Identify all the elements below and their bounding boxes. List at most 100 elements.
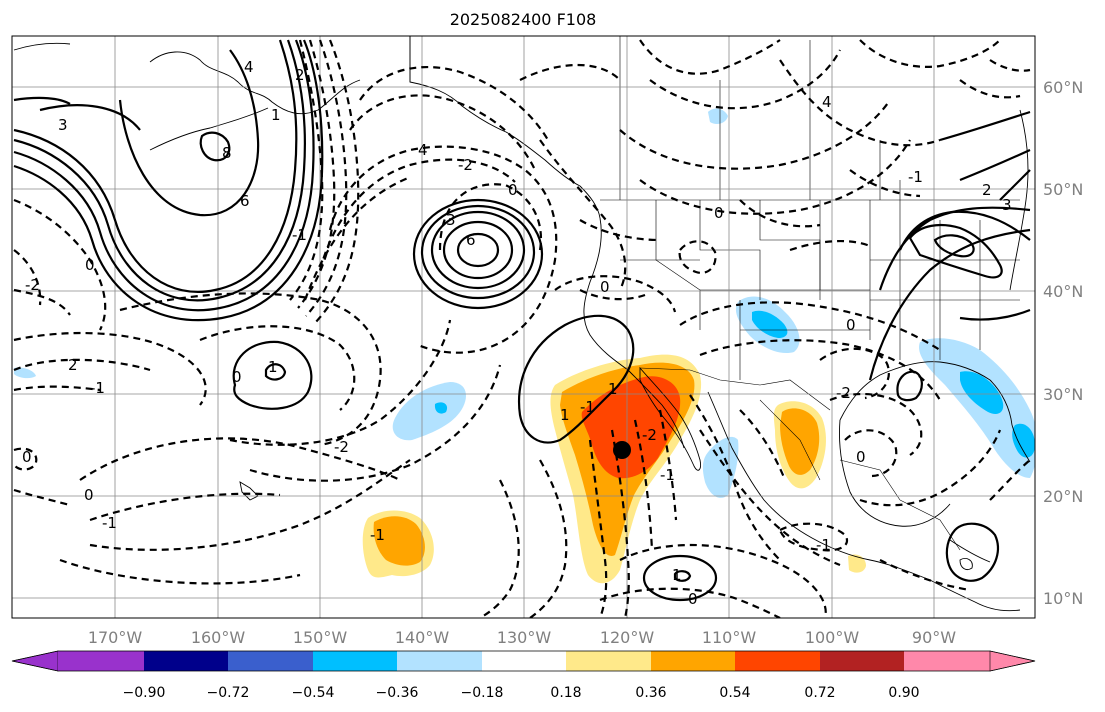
positive-contours bbox=[13, 39, 1031, 602]
colorbar-tick-label: −0.36 bbox=[376, 685, 419, 701]
contour-label: 2 bbox=[295, 66, 305, 84]
latitude-label: 50°N bbox=[1043, 180, 1083, 199]
contour-label: 3 bbox=[58, 116, 68, 134]
contour-label: -1 bbox=[370, 526, 385, 544]
positive-anomaly-inner bbox=[581, 376, 681, 479]
colorbar-segment bbox=[144, 651, 228, 671]
contour-label: 3 bbox=[446, 211, 456, 229]
contour-label: -1 bbox=[90, 379, 105, 397]
contour-label: 2 bbox=[68, 356, 78, 374]
contour-label: 4 bbox=[244, 58, 254, 76]
contour-label: -2 bbox=[25, 276, 40, 294]
contour-label: 1 bbox=[608, 380, 618, 398]
contour-label: -1 bbox=[660, 466, 675, 484]
negative-anomaly-alaska bbox=[708, 108, 728, 124]
colorbar-outline bbox=[11, 650, 1036, 672]
contour-label: 1 bbox=[268, 358, 278, 376]
latitude-axis: 60°N 50°N 40°N 30°N 20°N 10°N bbox=[1043, 78, 1083, 608]
colorbar-tick-label: 0.72 bbox=[804, 685, 835, 701]
contour-label: 1 bbox=[271, 106, 281, 124]
longitude-label: 120°W bbox=[600, 628, 655, 647]
colorbar-tick-label: −0.18 bbox=[461, 685, 504, 701]
latitude-label: 60°N bbox=[1043, 78, 1083, 97]
colorbar: −0.90 −0.72 −0.54 −0.36 −0.18 0.18 0.36 … bbox=[11, 650, 1036, 701]
contour-label: -1 bbox=[908, 168, 923, 186]
contour-label: 4 bbox=[418, 141, 428, 159]
negative-anomaly-florida bbox=[1012, 423, 1035, 458]
contour-label: 1 bbox=[672, 566, 682, 584]
colorbar-segment bbox=[989, 650, 1036, 672]
longitude-label: 90°W bbox=[912, 628, 956, 647]
colorbar-segment bbox=[820, 651, 904, 671]
colorbar-tick-label: −0.54 bbox=[292, 685, 335, 701]
contour-label: 2 bbox=[982, 181, 992, 199]
colorbar-tick-label: −0.72 bbox=[207, 685, 250, 701]
storm-center-marker bbox=[613, 441, 631, 459]
colorbar-segment bbox=[58, 651, 144, 671]
longitude-axis: 170°W 160°W 150°W 140°W 130°W 120°W 110°… bbox=[88, 628, 956, 647]
contour-label: 0 bbox=[22, 448, 32, 466]
contour-label: -2 bbox=[458, 156, 473, 174]
contour-label: 0 bbox=[600, 278, 610, 296]
colorbar-tick-label: 0.54 bbox=[719, 685, 750, 701]
contour-label: 0 bbox=[508, 181, 518, 199]
contour-label: 3 bbox=[1002, 196, 1012, 214]
negative-anomaly-gulf-coast bbox=[919, 338, 1035, 478]
contour-label: 8 bbox=[222, 144, 232, 162]
positive-anomaly-southwest-inner bbox=[373, 516, 425, 566]
latitude-label: 40°N bbox=[1043, 282, 1083, 301]
contour-label: 0 bbox=[714, 204, 724, 222]
contour-label: 0 bbox=[856, 448, 866, 466]
longitude-label: 160°W bbox=[191, 628, 246, 647]
colorbar-segment bbox=[11, 650, 59, 672]
colorbar-segment bbox=[482, 651, 566, 671]
negative-anomaly-gulf-coast-inner bbox=[960, 371, 1004, 415]
longitude-label: 140°W bbox=[395, 628, 450, 647]
contour-label: -1 bbox=[580, 398, 595, 416]
colorbar-tick-label: 0.90 bbox=[888, 685, 919, 701]
contour-label: 0 bbox=[688, 590, 698, 608]
colorbar-tick-label: 0.18 bbox=[550, 685, 581, 701]
negative-anomaly-arizona-inner bbox=[752, 310, 788, 338]
longitude-label: 130°W bbox=[497, 628, 552, 647]
contour-label: 0 bbox=[846, 316, 856, 334]
contour-label: 1 bbox=[560, 406, 570, 424]
colorbar-segment bbox=[566, 651, 651, 671]
contour-label: -1 bbox=[816, 536, 831, 554]
longitude-label: 170°W bbox=[88, 628, 143, 647]
map-title: 2025082400 F108 bbox=[450, 10, 597, 29]
colorbar-segment bbox=[313, 651, 397, 671]
colorbar-segment bbox=[651, 651, 735, 671]
negative-anomaly-pacific-inner bbox=[434, 402, 448, 414]
map-frame bbox=[11, 35, 1036, 619]
latitude-label: 10°N bbox=[1043, 589, 1083, 608]
latitude-label: 20°N bbox=[1043, 487, 1083, 506]
colorbar-segment bbox=[735, 651, 820, 671]
contour-label: 0 bbox=[232, 368, 242, 386]
longitude-label: 150°W bbox=[293, 628, 348, 647]
colorbar-tick-label: 0.36 bbox=[635, 685, 666, 701]
contour-label: -2 bbox=[642, 426, 657, 444]
negative-contours bbox=[13, 39, 1031, 618]
contour-label: -2 bbox=[334, 438, 349, 456]
contour-label: 4 bbox=[822, 93, 832, 111]
contour-label: 6 bbox=[240, 192, 250, 210]
negative-anomaly-pacific bbox=[392, 382, 466, 441]
negative-anomaly-gulf-of-california bbox=[702, 436, 739, 498]
colorbar-segment bbox=[397, 651, 482, 671]
contour-label: 6 bbox=[466, 231, 476, 249]
map-content: 3 4 8 6 1 2 0 -2 -1 2 4 6 3 0 -2 1 -1 0 … bbox=[12, 36, 1035, 618]
contour-label: 0 bbox=[84, 486, 94, 504]
colorbar-segment bbox=[228, 651, 313, 671]
longitude-label: 110°W bbox=[702, 628, 757, 647]
latitude-label: 30°N bbox=[1043, 385, 1083, 404]
colorbar-segment bbox=[904, 651, 990, 671]
political-borders bbox=[409, 36, 1020, 551]
positive-anomaly-small bbox=[848, 554, 866, 573]
colorbar-tick-label: −0.90 bbox=[123, 685, 166, 701]
contour-label: -2 bbox=[836, 384, 851, 402]
coastlines bbox=[13, 36, 1031, 612]
contour-label: -1 bbox=[292, 226, 307, 244]
contour-label: -1 bbox=[102, 514, 117, 532]
